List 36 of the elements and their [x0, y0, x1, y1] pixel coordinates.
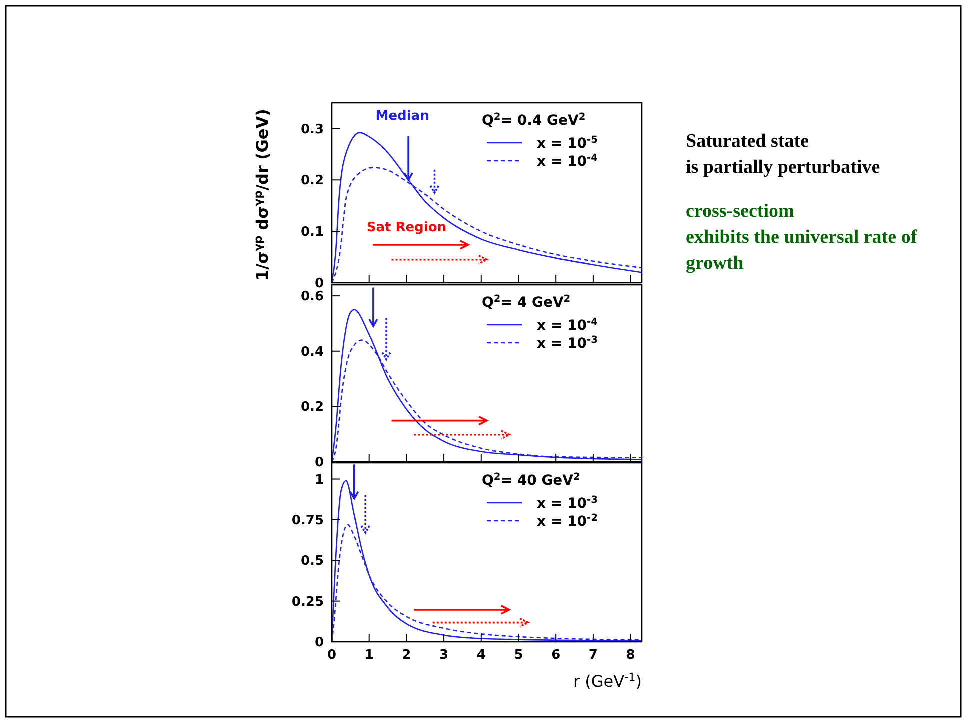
legend-label: x = 10$^{-3}$	[537, 334, 598, 352]
x-axis-title: r (GeV$^{-1}$)	[574, 670, 642, 691]
legend-title: Q$^{2}$= 40 GeV$^{2}$	[482, 472, 580, 489]
x-tick-label: 0	[327, 648, 337, 663]
y-tick-label: 0.2	[300, 400, 324, 416]
y-tick-label: 0	[314, 636, 324, 651]
annotation: Sat Region	[366, 220, 447, 236]
legend-label: x = 10$^{-2}$	[537, 512, 598, 530]
y-tick-label: 0.4	[300, 344, 324, 360]
y-tick-label: 0.3	[300, 122, 324, 138]
y-tick-label: 0	[314, 276, 324, 292]
legend-label: x = 10$^{-5}$	[537, 134, 598, 152]
legend-label: x = 10$^{-4}$	[537, 152, 598, 170]
legend-label: x = 10$^{-3}$	[537, 494, 598, 512]
legend-label: x = 10$^{-4}$	[537, 316, 598, 334]
x-tick-label: 1	[364, 648, 374, 663]
y-tick-label: 0.5	[300, 554, 324, 570]
y-tick-label: 0	[314, 456, 324, 471]
x-tick-label: 2	[402, 648, 412, 663]
x-tick-label: 4	[476, 648, 486, 663]
text: Saturated state is partially perturbative	[686, 131, 880, 178]
y-tick-label: 1	[314, 472, 324, 488]
annotation: Median	[376, 109, 430, 124]
y-tick-label: 0.75	[292, 514, 324, 529]
x-tick-label: 3	[440, 648, 449, 663]
x-tick-label: 7	[588, 648, 598, 663]
legend-title: Q$^{2}$= 0.4 GeV$^{2}$	[482, 112, 586, 129]
y-tick-label: 0.25	[292, 594, 324, 610]
x-tick-label: 5	[514, 648, 524, 663]
y-tick-label: 0.2	[300, 174, 324, 189]
text: cross-sectiom exhibits the universal rate of growth	[686, 201, 918, 274]
y-tick-label: 0.6	[300, 290, 324, 305]
y-tick-label: 0.1	[300, 225, 324, 240]
x-tick-label: 6	[552, 648, 561, 663]
x-tick-label: 8	[626, 648, 636, 663]
legend-title: Q$^{2}$= 4 GeV$^{2}$	[482, 294, 571, 311]
